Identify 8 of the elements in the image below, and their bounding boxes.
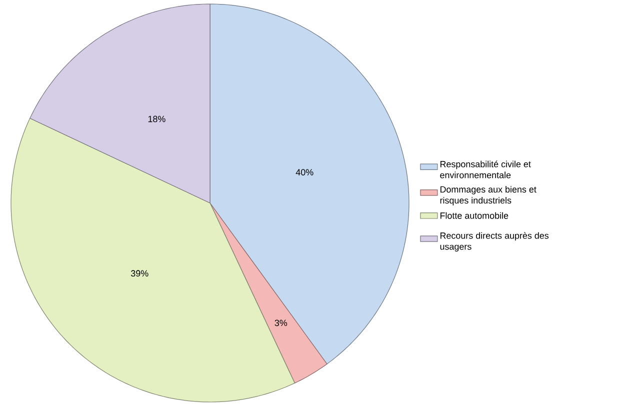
data-label: 3% — [274, 320, 288, 326]
legend-label: Dommages aux biens et risques industriels — [440, 186, 536, 206]
data-label: 40% — [296, 169, 314, 176]
data-label: 18% — [148, 116, 166, 122]
data-label: 39% — [131, 270, 148, 277]
legend-label: Responsabilité civile et environnementale — [440, 160, 531, 178]
legend-label: Recours directs auprès des usagers — [440, 232, 549, 252]
legend-label: Flotte automobile — [440, 212, 508, 219]
